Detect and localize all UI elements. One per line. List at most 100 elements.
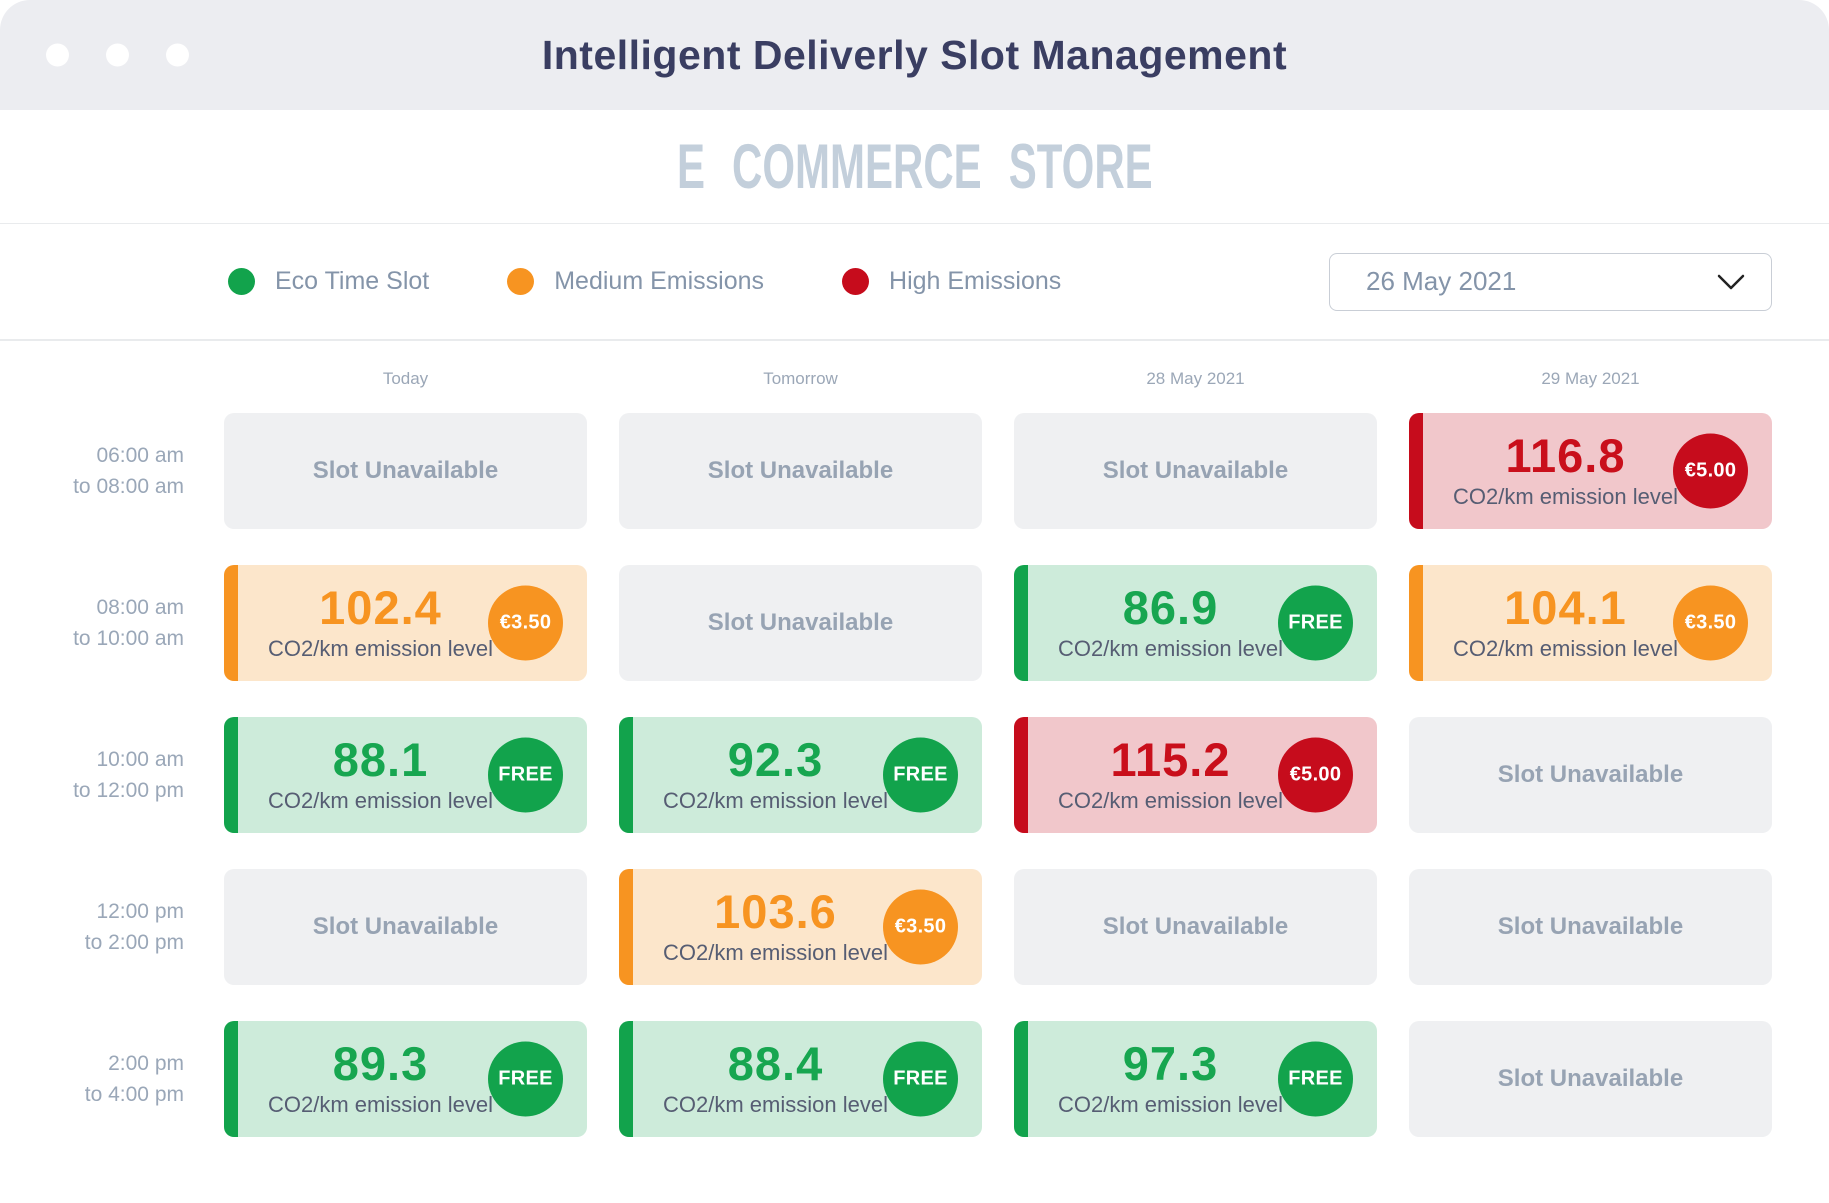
slot-row: 10:00 am to 12:00 pm 88.1 CO2/km emission l… [40,717,1772,833]
slot-cell-unavailable: Slot Unavailable [1014,869,1377,985]
column-header-28-may: 28 May 2021 [1146,369,1245,388]
slot-cell-unavailable: Slot Unavailable [1014,413,1377,529]
emission-value: 97.3 [1122,1037,1219,1090]
slot-cell-content: 116.8 CO2/km emission level [1453,432,1678,510]
emission-value: 89.3 [332,1037,429,1090]
date-picker-value: 26 May 2021 [1366,266,1517,296]
header-spacer [40,369,192,389]
column-header-29-may: 29 May 2021 [1541,369,1640,388]
titlebar: Intelligent Deliverly Slot Management [0,0,1829,110]
chevron-down-icon [1717,274,1745,289]
time-slot-label: 10:00 am to 12:00 pm [73,747,184,803]
slot-cell-content: 92.3 CO2/km emission level [663,736,888,814]
window-controls [46,43,189,67]
slot-cell-unavailable: Slot Unavailable [1409,1021,1772,1137]
slot-unavailable-text: Slot Unavailable [1497,761,1684,788]
slot-unavailable-text: Slot Unavailable [312,457,499,484]
column-header-today: Today [382,369,429,388]
slot-cell-content: 89.3 CO2/km emission level [268,1040,493,1118]
emission-value: 103.6 [714,885,837,938]
window-control-dot-icon[interactable] [166,43,189,67]
slot-grid-header: Today Tomorrow 28 May 2021 29 May 2021 [40,369,1772,389]
legend-item-eco: Eco Time Slot [228,267,429,296]
emission-caption: CO2/km emission level [268,636,493,661]
column-header-tomorrow: Tomorrow [763,369,838,388]
time-slot-label: 12:00 pm to 2:00 pm [84,899,184,955]
slot-cell-content: 86.9 CO2/km emission level [1058,584,1283,662]
store-name: E COMMERCE STORE [676,131,1153,202]
slot-cell-eco[interactable]: 92.3 CO2/km emission level FREE [619,717,982,833]
emission-value: 88.4 [727,1037,824,1090]
slot-cell-eco[interactable]: 89.3 CO2/km emission level FREE [224,1021,587,1137]
slot-cell-content: 88.1 CO2/km emission level [268,736,493,814]
emission-value: 86.9 [1122,581,1219,634]
slot-cell-unavailable: Slot Unavailable [1409,717,1772,833]
slot-grid-body: 06:00 am to 08:00 am Slot Unavailable Slot … [40,413,1772,1137]
controls-band: Eco Time Slot Medium Emissions High Emis… [0,224,1829,341]
emission-caption: CO2/km emission level [1453,484,1678,509]
slot-cell-eco[interactable]: 86.9 CO2/km emission level FREE [1014,565,1377,681]
slot-row: 12:00 pm to 2:00 pm Slot Unavailable 103.6 C… [40,869,1772,985]
slot-unavailable-text: Slot Unavailable [1497,1065,1684,1092]
emission-value: 115.2 [1110,733,1231,786]
price-badge: FREE [488,737,563,813]
slot-cell-content: 115.2 CO2/km emission level [1058,736,1283,814]
page-title: Intelligent Deliverly Slot Management [541,31,1288,78]
slot-cell-eco[interactable]: 88.1 CO2/km emission level FREE [224,717,587,833]
legend-label: Medium Emissions [554,267,765,295]
price-badge: FREE [488,1041,563,1117]
date-picker[interactable]: 26 May 2021 [1329,252,1772,311]
price-badge: €5.00 [1278,737,1353,813]
emission-caption: CO2/km emission level [1453,636,1678,661]
price-badge: €3.50 [883,889,958,965]
price-badge: €5.00 [1673,433,1748,509]
slot-cell-eco[interactable]: 88.4 CO2/km emission level FREE [619,1021,982,1137]
emission-caption: CO2/km emission level [663,1092,888,1117]
price-badge: €3.50 [488,585,563,661]
slot-cell-content: 102.4 CO2/km emission level [268,584,493,662]
slot-cell-high[interactable]: 115.2 CO2/km emission level €5.00 [1014,717,1377,833]
slot-cell-unavailable: Slot Unavailable [619,565,982,681]
slot-cell-high[interactable]: 116.8 CO2/km emission level €5.00 [1409,413,1772,529]
slot-cell-medium[interactable]: 102.4 CO2/km emission level €3.50 [224,565,587,681]
emission-caption: CO2/km emission level [663,940,888,965]
medium-dot-icon [507,268,535,295]
slot-grid: Today Tomorrow 28 May 2021 29 May 2021 0… [0,341,1829,1137]
slot-cell-medium[interactable]: 104.1 CO2/km emission level €3.50 [1409,565,1772,681]
slot-cell-unavailable: Slot Unavailable [224,413,587,529]
legend-label: High Emissions [889,267,1062,295]
slot-cell-medium[interactable]: 103.6 CO2/km emission level €3.50 [619,869,982,985]
legend-label: Eco Time Slot [275,267,430,295]
slot-cell-content: 88.4 CO2/km emission level [663,1040,888,1118]
emission-caption: CO2/km emission level [663,788,888,813]
time-slot-label: 06:00 am to 08:00 am [73,443,184,499]
slot-row: 06:00 am to 08:00 am Slot Unavailable Slot … [40,413,1772,529]
emission-value: 92.3 [727,733,824,786]
emission-value: 104.1 [1504,581,1627,634]
slot-unavailable-text: Slot Unavailable [312,913,499,940]
price-badge: €3.50 [1673,585,1748,661]
price-badge: FREE [883,1041,958,1117]
slot-row: 2:00 pm to 4:00 pm 89.3 CO2/km emission lev… [40,1021,1772,1137]
slot-unavailable-text: Slot Unavailable [1102,457,1289,484]
slot-cell-unavailable: Slot Unavailable [619,413,982,529]
eco-dot-icon [228,268,255,295]
legend-item-medium: Medium Emissions [507,267,764,296]
price-badge: FREE [1278,585,1353,661]
emission-caption: CO2/km emission level [1058,1092,1283,1117]
legend-item-high: High Emissions [842,267,1061,296]
price-badge: FREE [1278,1041,1353,1117]
window-control-dot-icon[interactable] [46,43,69,67]
emission-value: 116.8 [1505,429,1626,482]
slot-unavailable-text: Slot Unavailable [1102,913,1289,940]
emission-caption: CO2/km emission level [1058,788,1283,813]
time-slot-label: 08:00 am to 10:00 am [73,595,184,651]
emission-caption: CO2/km emission level [1058,636,1283,661]
legend: Eco Time Slot Medium Emissions High Emis… [228,267,1061,296]
window-control-dot-icon[interactable] [106,43,129,67]
slot-unavailable-text: Slot Unavailable [707,457,894,484]
slot-unavailable-text: Slot Unavailable [707,609,894,636]
store-header: E COMMERCE STORE [0,110,1829,224]
slot-cell-eco[interactable]: 97.3 CO2/km emission level FREE [1014,1021,1377,1137]
